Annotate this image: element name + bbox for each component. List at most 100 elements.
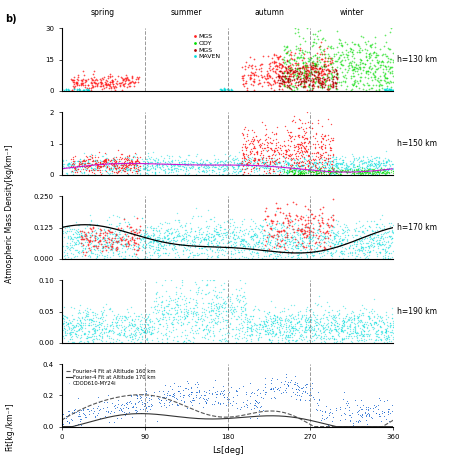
Point xyxy=(359,152,367,160)
Point xyxy=(240,155,248,163)
Point xyxy=(102,161,110,169)
Point xyxy=(227,222,234,230)
Point xyxy=(143,157,151,165)
Point xyxy=(346,165,354,173)
Point xyxy=(265,161,273,168)
Point xyxy=(233,302,240,310)
Point xyxy=(86,220,94,228)
Point xyxy=(143,324,150,332)
Point xyxy=(309,168,316,176)
Point xyxy=(201,164,209,172)
Point xyxy=(376,76,384,83)
Point xyxy=(252,233,260,240)
Point xyxy=(368,241,376,248)
Point xyxy=(254,224,262,232)
Point xyxy=(146,233,154,241)
Point xyxy=(383,335,391,342)
Point xyxy=(146,318,154,326)
Point xyxy=(222,336,229,344)
Point xyxy=(80,410,87,417)
Point xyxy=(141,164,149,172)
Point xyxy=(128,413,136,421)
Point xyxy=(269,233,277,241)
Point xyxy=(270,224,277,232)
Point xyxy=(196,159,204,167)
Point xyxy=(381,228,389,236)
Point xyxy=(386,86,394,93)
Point xyxy=(280,153,287,160)
Point xyxy=(240,135,247,142)
Point xyxy=(283,331,290,339)
Point xyxy=(374,58,382,66)
Point xyxy=(98,244,105,252)
Point xyxy=(306,327,313,334)
Point xyxy=(297,227,305,234)
Point xyxy=(125,321,133,329)
Point xyxy=(337,247,345,255)
Point xyxy=(283,212,290,219)
Point xyxy=(211,243,219,250)
Point xyxy=(342,312,349,320)
Point xyxy=(301,325,309,332)
Point xyxy=(117,79,124,86)
Point xyxy=(135,333,142,341)
Point xyxy=(154,324,161,332)
Point xyxy=(325,163,332,171)
Point xyxy=(70,84,78,92)
Point xyxy=(300,155,308,162)
Point xyxy=(305,246,312,253)
Point xyxy=(244,158,251,165)
Point xyxy=(374,312,382,320)
Point xyxy=(146,325,153,333)
Point xyxy=(91,171,99,178)
Point xyxy=(206,328,213,335)
Point xyxy=(387,235,395,243)
Point xyxy=(175,160,183,168)
Point xyxy=(323,221,331,229)
Point xyxy=(88,83,96,91)
Point xyxy=(389,167,396,174)
Point xyxy=(250,305,258,312)
Point xyxy=(348,231,356,239)
Point xyxy=(361,169,369,177)
Point xyxy=(101,157,109,165)
Point xyxy=(355,236,363,244)
Point xyxy=(72,321,80,329)
Point xyxy=(317,332,325,340)
Point xyxy=(223,164,230,172)
Point xyxy=(219,246,227,254)
Point xyxy=(64,254,72,261)
Point xyxy=(219,168,227,175)
Point xyxy=(164,226,171,234)
Point xyxy=(102,223,110,231)
Point xyxy=(356,407,363,414)
Point xyxy=(351,328,358,336)
Point xyxy=(68,160,76,167)
Point xyxy=(333,220,340,228)
Point xyxy=(146,324,153,331)
Point xyxy=(388,314,396,322)
Point xyxy=(368,170,376,177)
Point xyxy=(158,236,165,244)
Point xyxy=(273,330,280,338)
Point xyxy=(382,325,390,332)
Point xyxy=(298,314,305,321)
Point xyxy=(256,151,264,159)
Point xyxy=(108,242,116,250)
Point xyxy=(273,218,281,225)
Point xyxy=(347,316,355,323)
Point xyxy=(198,334,206,341)
Point xyxy=(306,167,314,175)
Point xyxy=(182,163,190,171)
Point xyxy=(326,146,334,154)
Point xyxy=(349,163,357,170)
Point xyxy=(251,400,258,407)
Point xyxy=(270,157,278,164)
Point xyxy=(281,82,288,90)
Point xyxy=(309,81,317,89)
Point xyxy=(342,161,349,168)
Point xyxy=(210,225,218,232)
Point xyxy=(83,234,91,242)
Point xyxy=(354,331,361,339)
Point xyxy=(285,159,293,167)
